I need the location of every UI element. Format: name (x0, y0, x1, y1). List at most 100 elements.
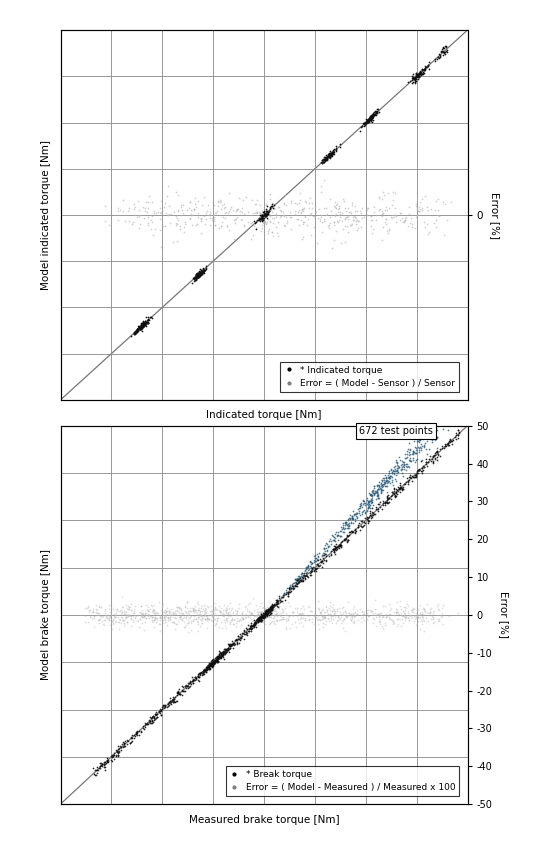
Point (194, 267, 203, 280)
Point (159, 613, 168, 627)
Point (89, 603, 97, 617)
Point (368, 488, 377, 502)
Point (219, 610, 228, 624)
Point (264, 603, 273, 617)
Point (420, 63, 429, 77)
Point (217, 646, 226, 660)
Point (359, 518, 368, 531)
Point (318, 550, 327, 564)
Point (392, 464, 401, 478)
Point (166, 611, 174, 624)
Point (160, 698, 169, 712)
Point (261, 617, 270, 630)
Point (199, 666, 207, 680)
Point (146, 714, 155, 728)
Point (167, 608, 175, 622)
Point (94, 616, 103, 630)
Point (155, 703, 164, 717)
Point (273, 609, 282, 623)
Point (366, 108, 375, 122)
Point (149, 606, 158, 620)
Point (417, 464, 426, 478)
Point (427, 202, 436, 216)
Point (268, 599, 277, 613)
Point (293, 569, 302, 583)
Point (409, 446, 418, 460)
Point (211, 600, 219, 614)
Point (195, 605, 204, 619)
Point (199, 190, 208, 204)
Point (263, 604, 272, 617)
Point (392, 215, 400, 229)
Point (231, 607, 240, 621)
Point (258, 211, 267, 224)
Point (314, 550, 322, 563)
Point (190, 197, 199, 211)
Point (371, 507, 380, 521)
Point (268, 229, 277, 243)
Point (298, 203, 306, 217)
Point (139, 319, 147, 333)
Point (398, 608, 406, 622)
Point (258, 608, 267, 622)
Point (358, 514, 367, 528)
Point (348, 524, 356, 538)
Point (142, 599, 151, 612)
Point (265, 603, 274, 617)
Point (212, 652, 221, 666)
Point (324, 148, 333, 162)
Point (198, 667, 207, 681)
Point (307, 615, 316, 629)
Point (114, 623, 123, 636)
Point (146, 213, 155, 227)
Point (208, 654, 217, 668)
Point (195, 269, 204, 283)
Point (212, 611, 221, 625)
Point (329, 602, 338, 616)
Point (334, 533, 343, 547)
Point (208, 611, 217, 625)
Point (410, 76, 419, 89)
Point (420, 215, 429, 229)
Point (424, 418, 433, 432)
Point (142, 603, 151, 617)
Point (123, 610, 131, 624)
Point (189, 274, 198, 288)
Point (100, 759, 108, 772)
Point (180, 218, 189, 231)
Point (343, 519, 352, 533)
Point (187, 203, 196, 217)
Point (185, 195, 194, 209)
Point (310, 617, 318, 631)
Point (417, 200, 426, 214)
Point (443, 436, 452, 450)
Point (194, 617, 203, 630)
Point (256, 596, 265, 610)
Point (170, 617, 179, 630)
Point (187, 208, 196, 222)
Point (249, 617, 258, 630)
Point (101, 757, 110, 771)
Point (144, 316, 152, 330)
Point (326, 149, 334, 163)
Point (224, 206, 233, 219)
Point (150, 605, 158, 618)
Point (432, 441, 441, 455)
Point (170, 615, 179, 629)
Point (305, 604, 314, 617)
Point (396, 482, 405, 495)
Point (317, 210, 326, 224)
Point (201, 664, 210, 678)
Point (263, 605, 272, 619)
Point (401, 606, 410, 620)
Point (432, 194, 441, 208)
Point (177, 208, 185, 222)
Point (340, 525, 349, 538)
Point (180, 684, 189, 697)
Point (256, 613, 265, 627)
Point (135, 321, 144, 335)
Point (425, 602, 434, 616)
Point (259, 611, 268, 624)
Point (254, 208, 263, 222)
Point (421, 611, 430, 624)
